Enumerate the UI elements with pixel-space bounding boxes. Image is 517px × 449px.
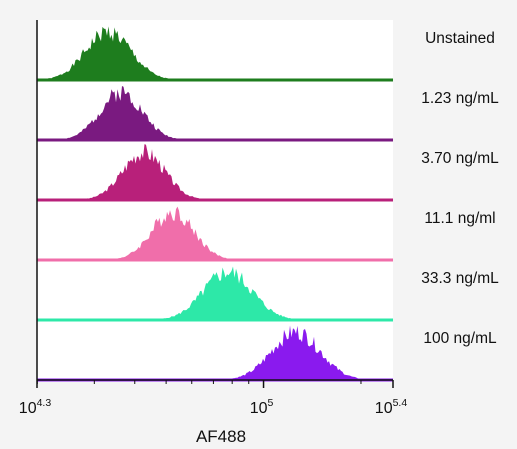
legend-label: 11.1 ng/ml	[424, 210, 495, 227]
histogram-area	[38, 325, 393, 380]
histogram-area	[38, 86, 393, 140]
x-tick-label: 105.4	[375, 397, 408, 417]
legend-label: 3.70 ng/mL	[421, 150, 499, 167]
legend-label: 33.3 ng/mL	[421, 270, 499, 287]
legend-label: 1.23 ng/mL	[421, 90, 499, 107]
histogram-area	[38, 144, 393, 200]
x-axis-ticks: 104.3 105 105.4	[19, 380, 408, 417]
histogram-area	[38, 26, 393, 80]
x-axis-label: AF488	[196, 427, 246, 446]
histogram-area	[38, 266, 393, 320]
x-tick-label: 105	[250, 397, 274, 417]
legend-label: Unstained	[425, 30, 495, 47]
legend: Unstained 1.23 ng/mL 3.70 ng/mL 11.1 ng/ml 3…	[421, 30, 499, 347]
legend-label: 100 ng/mL	[423, 330, 497, 347]
x-tick-label: 104.3	[19, 397, 52, 417]
